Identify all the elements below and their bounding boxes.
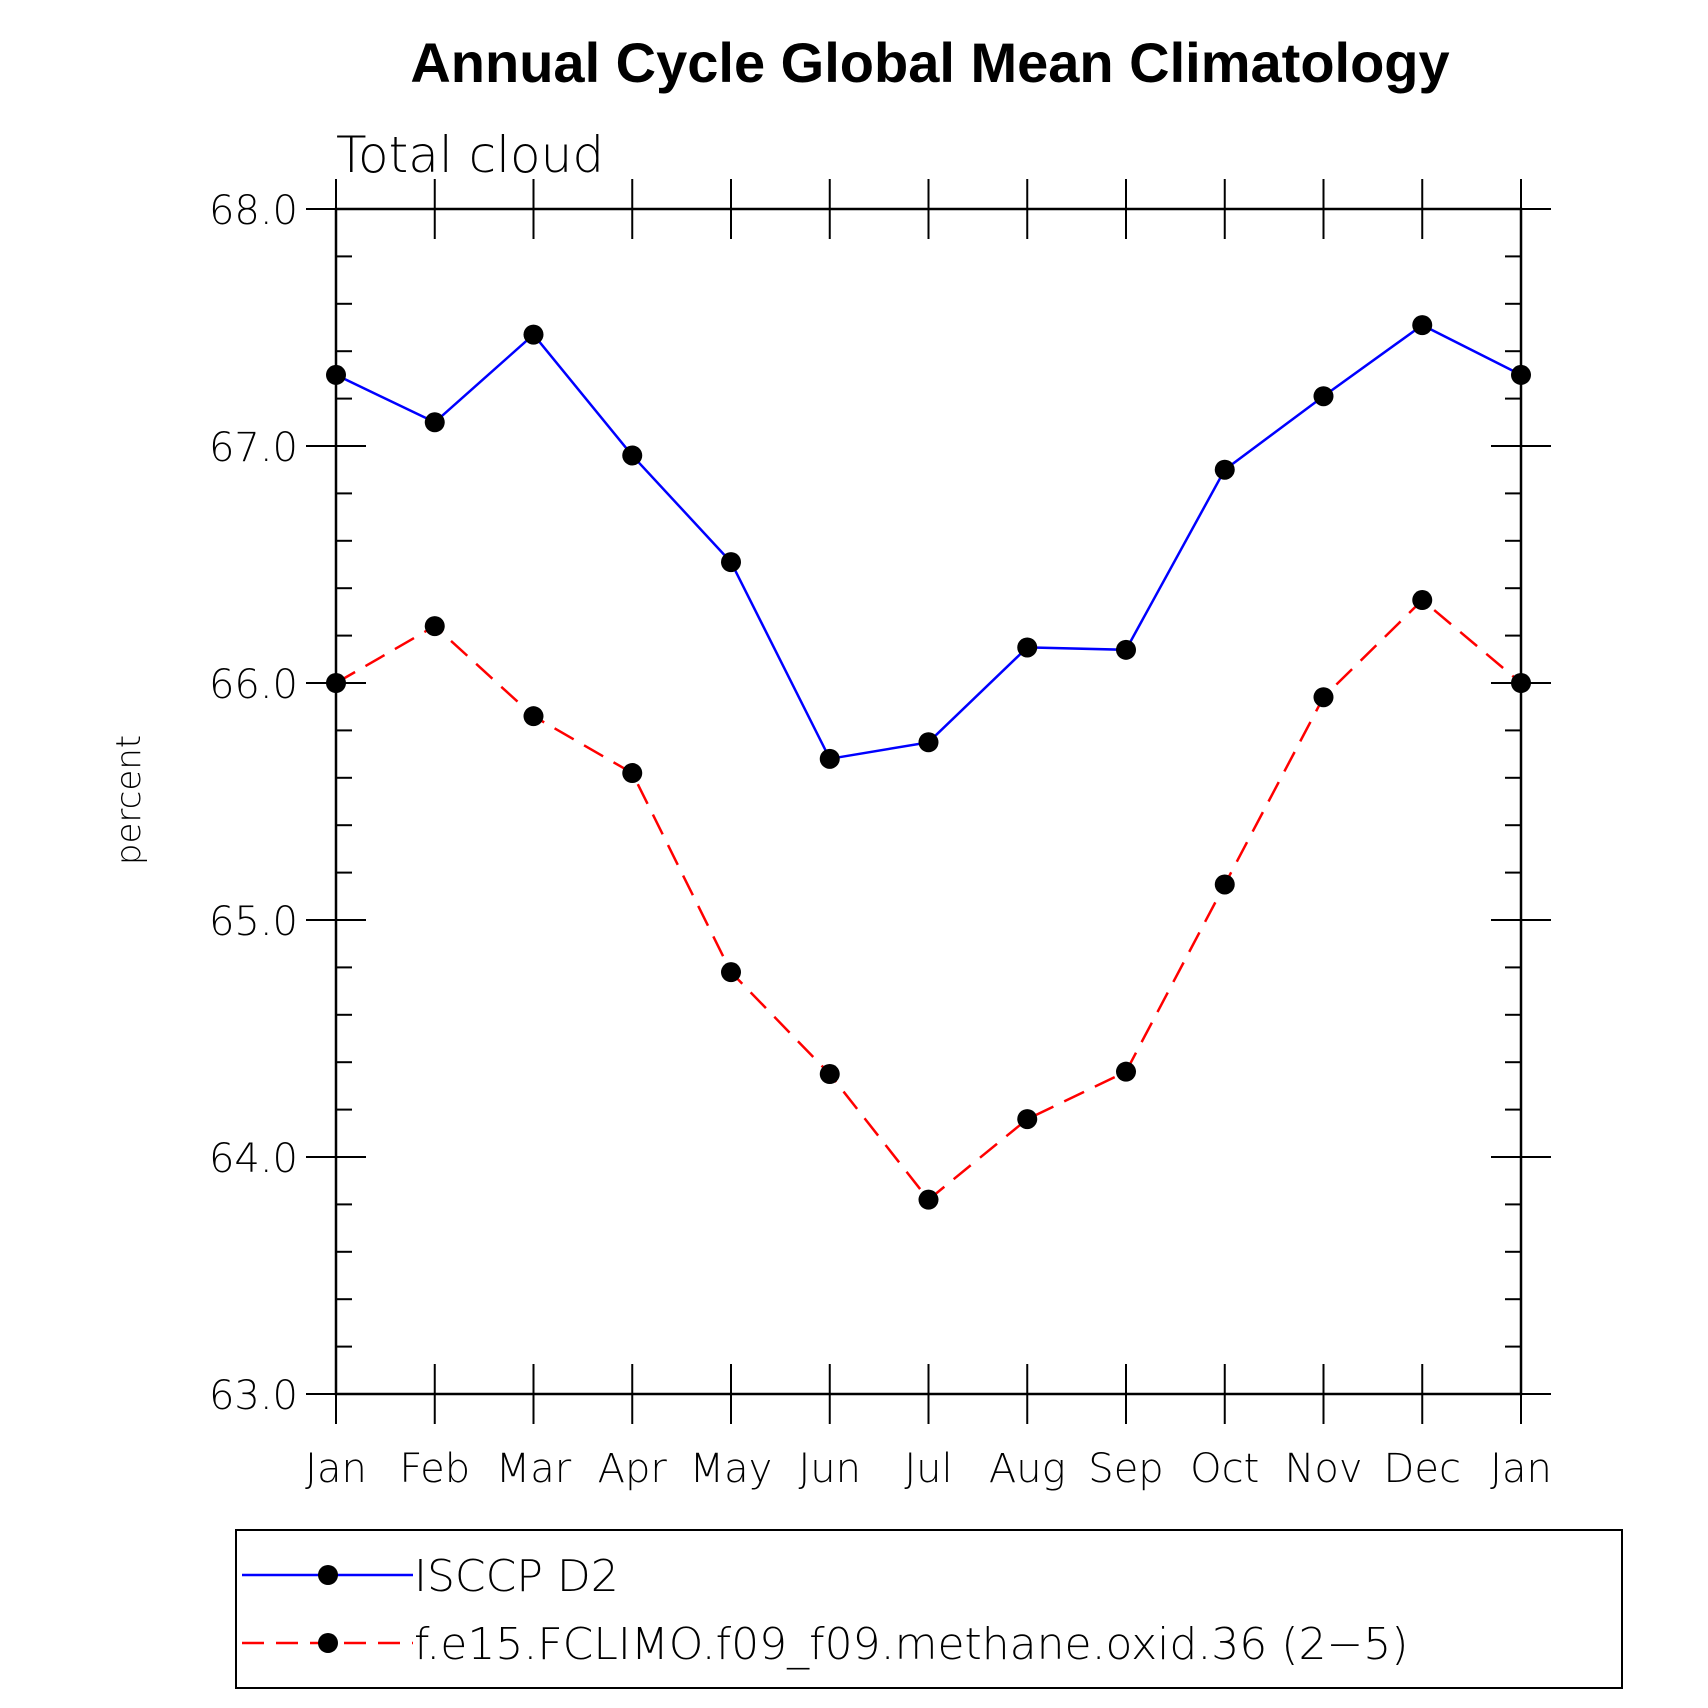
y-tick-label: 68.0 <box>209 188 298 234</box>
data-point-series-0 <box>1412 315 1433 336</box>
plot-frame <box>334 207 1523 1396</box>
data-point-series-1 <box>721 962 741 983</box>
data-point-series-0 <box>721 552 741 573</box>
legend-marker-series-0 <box>318 1565 338 1585</box>
data-point-series-0 <box>622 445 643 466</box>
y-tick-labels: 63.0 64.0 65.0 66.0 67.0 68.0 <box>209 188 298 1419</box>
x-tick-label: Sep <box>1088 1446 1163 1492</box>
axis-ticks <box>306 179 1551 1424</box>
legend-box <box>235 1529 1623 1689</box>
data-point-series-0 <box>523 324 544 345</box>
data-point-series-1 <box>1214 874 1235 895</box>
data-point-series-0 <box>424 412 445 433</box>
x-tick-label: Jun <box>799 1446 862 1492</box>
data-point-series-0 <box>1214 459 1235 480</box>
legend: ISCCP D2 f.e15.FCLIMO.f09_f09.methane.ox… <box>235 1529 1623 1689</box>
chart-subtitle: Total cloud <box>336 126 604 184</box>
y-tick-label: 63.0 <box>209 1373 298 1419</box>
y-tick-label: 66.0 <box>209 662 298 708</box>
series-lines <box>326 315 1531 1210</box>
x-tick-label: Mar <box>496 1446 572 1492</box>
x-tick-label: Jul <box>904 1446 952 1492</box>
y-axis-label: percent <box>109 735 149 865</box>
x-tick-label: Oct <box>1190 1446 1259 1492</box>
data-point-series-0 <box>326 364 346 385</box>
legend-label-series-0: ISCCP D2 <box>414 1551 619 1602</box>
x-tick-label: Feb <box>399 1446 470 1492</box>
data-point-series-0 <box>1511 364 1531 385</box>
data-point-series-1 <box>1313 687 1334 708</box>
data-point-series-1 <box>918 1189 939 1210</box>
series-line-0 <box>335 323 1522 761</box>
data-point-series-1 <box>1412 590 1433 611</box>
x-tick-label: Dec <box>1384 1446 1461 1492</box>
y-tick-label: 65.0 <box>209 899 298 945</box>
data-point-series-1 <box>1511 673 1531 693</box>
x-tick-label: Aug <box>989 1446 1066 1492</box>
y-tick-label: 64.0 <box>209 1136 298 1182</box>
x-tick-labels: Jan Feb Mar Apr May Jun Jul Aug Sep Oct Nov Dec Jan <box>305 1446 1552 1492</box>
x-tick-label: Jan <box>1490 1446 1552 1492</box>
y-tick-label: 67.0 <box>209 425 298 471</box>
x-tick-label: Apr <box>598 1446 668 1492</box>
legend-label-series-1: f.e15.FCLIMO.f09_f09.methane.oxid.36 (2−… <box>414 1619 1408 1670</box>
data-point-series-0 <box>1017 637 1038 658</box>
data-point-series-1 <box>523 706 544 727</box>
data-point-series-1 <box>424 616 445 637</box>
data-point-series-1 <box>622 763 643 784</box>
data-point-series-1 <box>326 673 346 693</box>
chart-title: Annual Cycle Global Mean Climatology <box>410 31 1449 94</box>
series-line-1 <box>335 598 1522 1202</box>
legend-marker-series-1 <box>318 1633 338 1653</box>
x-tick-label: Nov <box>1284 1446 1362 1492</box>
data-point-series-1 <box>819 1064 840 1085</box>
data-point-series-0 <box>918 732 939 753</box>
data-point-series-0 <box>1116 639 1136 660</box>
data-point-series-1 <box>1017 1109 1038 1130</box>
data-point-series-0 <box>819 748 840 769</box>
data-point-series-0 <box>1313 386 1334 407</box>
x-tick-label: Jan <box>305 1446 367 1492</box>
x-tick-label: May <box>690 1446 773 1492</box>
data-point-series-1 <box>1116 1061 1136 1082</box>
